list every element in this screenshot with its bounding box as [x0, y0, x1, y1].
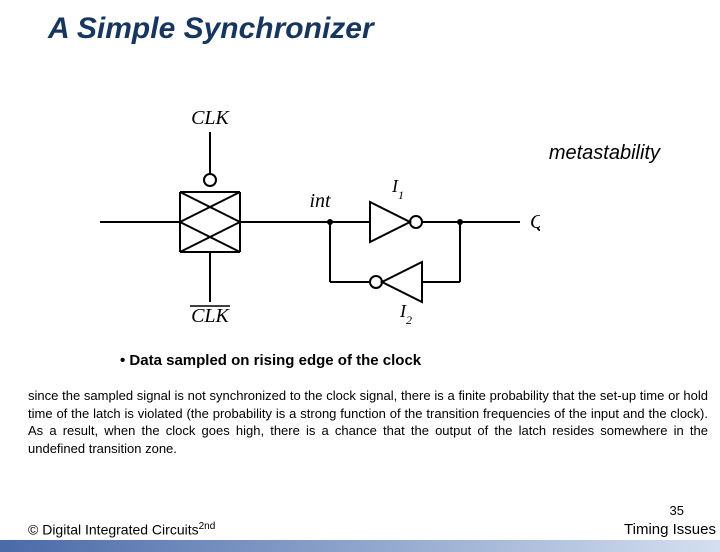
footer-section: Timing Issues: [624, 521, 716, 538]
bullet-text: Data sampled on rising edge of the clock: [120, 352, 421, 369]
clk-label: CLK: [191, 107, 230, 129]
i2-label: I2: [399, 301, 412, 327]
page-title: A Simple Synchronizer: [48, 12, 720, 46]
i1-label: I1: [391, 176, 404, 202]
int-label: int: [309, 190, 331, 212]
circuit-diagram: D CLK CLK int I1 Q: [100, 102, 540, 342]
q-label: Q: [530, 211, 540, 233]
footer-gradient: [0, 540, 720, 552]
footer-copyright: © Digital Integrated Circuits2nd: [28, 521, 215, 538]
metastability-label: metastability: [549, 142, 660, 165]
body-paragraph: since the sampled signal is not synchron…: [28, 387, 708, 457]
page-number: 35: [670, 503, 684, 518]
clk-bar-label: CLK: [191, 305, 230, 327]
